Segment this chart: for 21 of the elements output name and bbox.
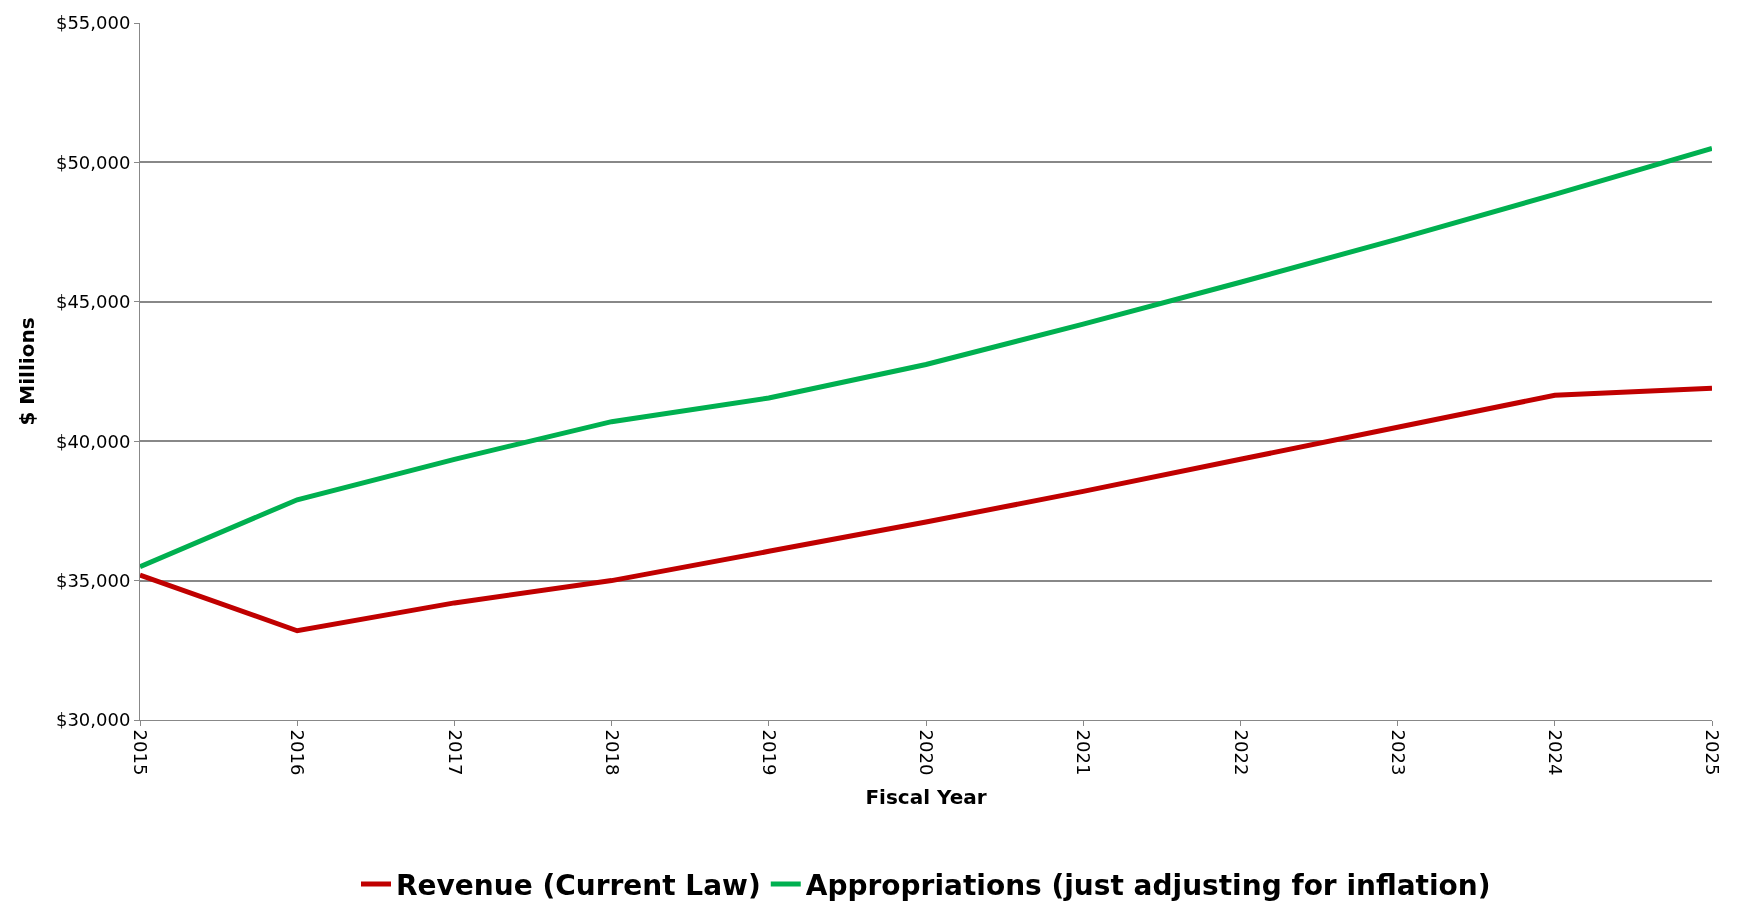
x-axis-title: Fiscal Year	[865, 784, 987, 809]
x-tick-label: 2016	[287, 729, 309, 776]
y-tick-label: $40,000	[55, 430, 131, 452]
x-tick-label: 2015	[130, 729, 152, 776]
x-tick-label: 2021	[1073, 729, 1095, 776]
y-axis-title: $ Millions	[15, 317, 40, 426]
x-tick-label: 2024	[1544, 729, 1566, 776]
x-tick-label: 2019	[758, 729, 780, 776]
x-tick-label: 2022	[1230, 729, 1252, 776]
x-tick-label: 2017	[444, 729, 466, 776]
x-tick-label: 2018	[601, 729, 623, 776]
y-tick-label: $30,000	[55, 709, 131, 731]
y-tick-label: $55,000	[55, 12, 131, 34]
y-tick-label: $50,000	[55, 151, 131, 173]
y-tick-label: $35,000	[55, 569, 131, 591]
x-tick-label: 2023	[1387, 729, 1409, 776]
legend-label: Revenue (Current Law)	[396, 869, 761, 903]
legend-label: Appropriations (just adjusting for inflation)	[805, 869, 1491, 903]
x-tick-label: 2025	[1702, 729, 1724, 776]
x-tick-label: 2020	[916, 729, 938, 776]
y-tick-label: $45,000	[55, 291, 131, 313]
